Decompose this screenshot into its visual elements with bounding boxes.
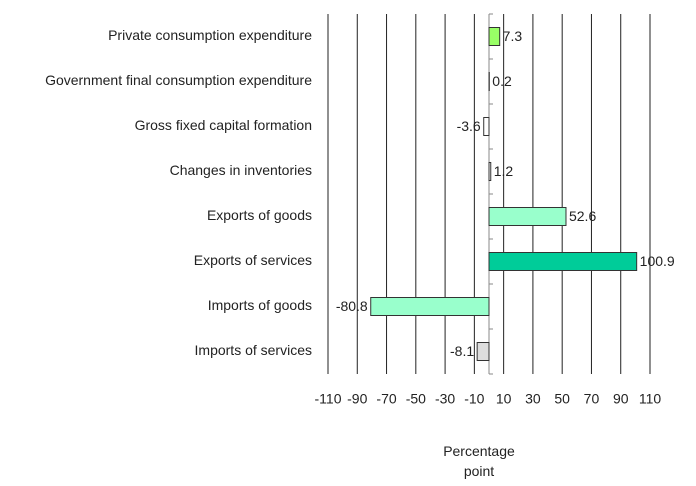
bar: [488, 162, 492, 181]
y-tick-label: Exports of services: [194, 252, 312, 268]
x-tick-label: 70: [584, 391, 600, 407]
value-label: 7.3: [503, 28, 523, 44]
value-label: 52.6: [569, 208, 596, 224]
y-tick-label: Imports of goods: [208, 297, 312, 313]
x-tick-label: -70: [376, 391, 396, 407]
value-label: 100.9: [640, 253, 675, 269]
x-tick-label: 50: [554, 391, 570, 407]
bar: [370, 297, 490, 316]
y-tick-label: Exports of goods: [207, 207, 312, 223]
bar: [476, 342, 490, 361]
x-tick-label: -50: [406, 391, 426, 407]
bar: [488, 27, 501, 46]
x-tick-label: 30: [525, 391, 541, 407]
x-tick-label: 90: [613, 391, 629, 407]
chart: -110 -90 -70 -50 -30 -10 10 30 50 70 90 110 Private …: [45, 13, 675, 407]
bar: [483, 117, 490, 136]
value-label: -8.1: [450, 343, 474, 359]
x-tick-label: 110: [639, 391, 662, 407]
value-label: -3.6: [457, 118, 481, 134]
value-label: -80.8: [336, 298, 368, 314]
value-label: 1.2: [494, 163, 514, 179]
y-tick-label: Private consumption expenditure: [108, 27, 312, 43]
bar: [488, 252, 638, 271]
value-label: 0.2: [492, 73, 512, 89]
y-tick-label: Imports of services: [195, 342, 312, 358]
x-tick-label: 10: [496, 391, 512, 407]
x-axis-label: Percentage point: [443, 443, 515, 479]
bar: [488, 207, 567, 226]
x-tick-label: -90: [347, 391, 367, 407]
y-tick-label: Government final consumption expenditure: [45, 72, 312, 88]
x-tick-label: -10: [464, 391, 484, 407]
x-tick-label: -30: [435, 391, 455, 407]
y-tick-label: Gross fixed capital formation: [135, 117, 312, 133]
y-tick-label: Changes in inventories: [170, 162, 312, 178]
x-tick-label: -110: [315, 391, 342, 407]
